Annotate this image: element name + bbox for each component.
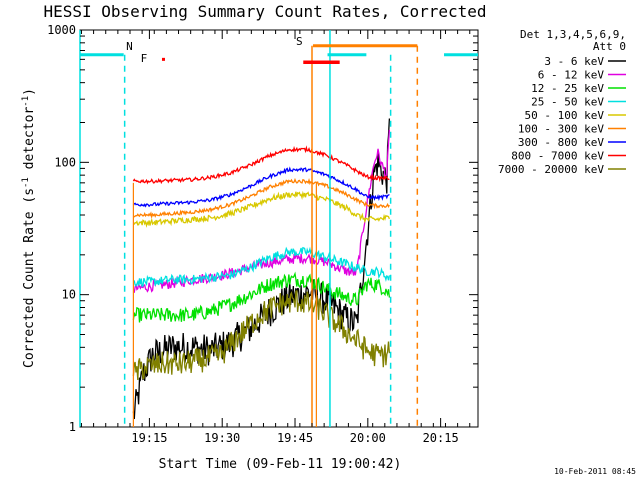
y-tick-label: 100 — [54, 155, 76, 169]
legend-entry-label: 300 - 800 keV — [518, 136, 604, 149]
x-tick-label: 19:30 — [204, 431, 240, 445]
footer-timestamp: 10-Feb-2011 08:45 — [554, 467, 636, 476]
legend-entry-label: 6 - 12 keV — [538, 69, 605, 82]
series-line — [132, 166, 390, 208]
series-layer — [132, 118, 391, 420]
y-axis-label-group: Corrected Count Rate (s-1 detector-1) — [21, 88, 37, 368]
legend-entry-label: 100 - 300 keV — [518, 123, 604, 136]
series-line — [132, 145, 390, 185]
x-tick-label: 20:00 — [350, 431, 386, 445]
x-axis-label: Start Time (09-Feb-11 19:00:42) — [159, 457, 402, 472]
x-tick-label: 20:15 — [423, 431, 459, 445]
y-tick-label: 1000 — [47, 23, 76, 37]
annotation-f: F — [141, 52, 148, 65]
series-line — [132, 271, 391, 323]
y-tick-label: 1 — [69, 420, 76, 434]
flare-marker — [161, 57, 165, 61]
series-line — [133, 246, 391, 288]
x-axis: 19:15 19:30 19:45 20:00 20:15 — [80, 30, 471, 445]
legend-entry-label: 800 - 7000 keV — [511, 150, 604, 163]
legend-entry-label: 7000 - 20000 keV — [498, 163, 604, 176]
annotation-s: S — [296, 35, 303, 48]
legend-entry-label: 12 - 25 keV — [531, 82, 604, 95]
legend-entry-label: 25 - 50 keV — [531, 96, 604, 109]
overlay-layer: NF S — [79, 30, 478, 427]
legend-entry-label: 50 - 100 keV — [525, 109, 605, 122]
y-axis-label-main: Corrected Count Rate (s — [22, 188, 37, 368]
y-axis-label-sup2: -1 — [21, 96, 31, 107]
series-line — [133, 177, 390, 220]
annotation-n: N — [126, 40, 133, 53]
legend-entry-label: 3 - 6 keV — [544, 55, 604, 68]
x-tick-label: 19:45 — [277, 431, 313, 445]
series-line — [133, 190, 391, 228]
chart-title: HESSI Observing Summary Count Rates, Cor… — [43, 2, 486, 21]
y-axis-label: Corrected Count Rate (s-1 detector-1) — [21, 88, 37, 368]
y-axis-label-sup1: -1 — [21, 177, 31, 188]
series-line — [132, 290, 391, 381]
y-axis-label-end: ) — [22, 88, 37, 96]
legend-title-line-1: Det 1,3,4,5,6,9, — [520, 28, 626, 41]
y-axis: 1 10 100 1000 — [47, 23, 478, 434]
y-tick-label: 10 — [62, 288, 76, 302]
y-axis-label-mid: detector — [22, 107, 37, 178]
x-tick-label: 19:15 — [131, 431, 167, 445]
legend-title-line-2: Att 0 — [593, 40, 626, 53]
